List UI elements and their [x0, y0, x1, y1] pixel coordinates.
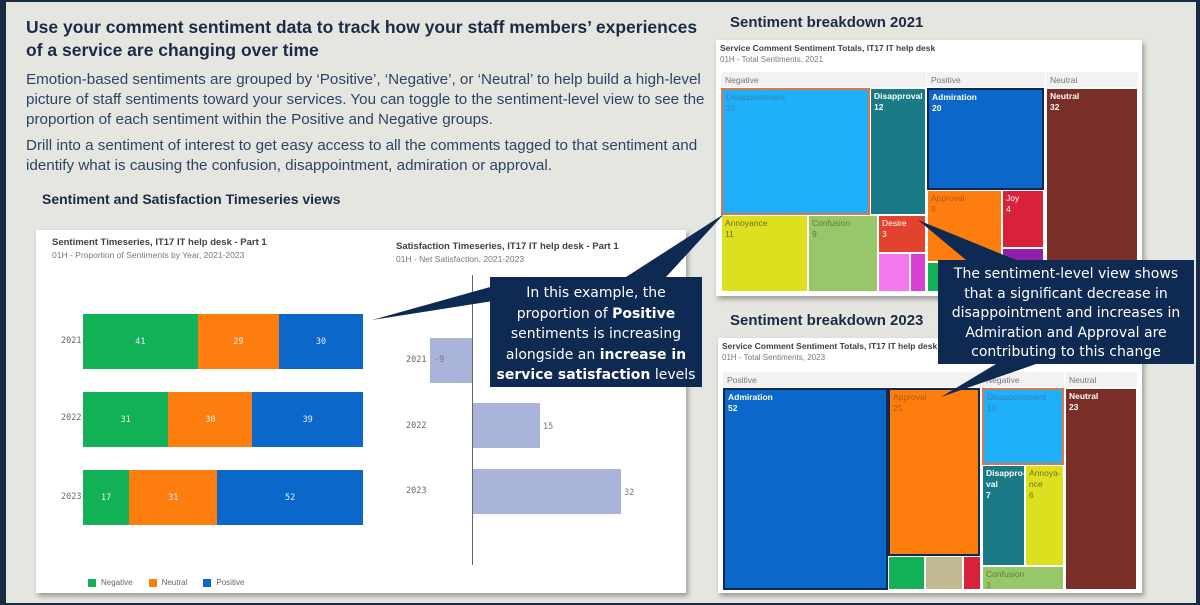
cell-approval[interactable]: Approval 9 — [927, 190, 1002, 262]
intro-paragraph-2: Drill into a sentiment of interest to ge… — [26, 137, 698, 174]
intro-paragraph-1: Emotion-based sentiments are grouped by … — [26, 71, 705, 128]
cell-small-positive[interactable] — [963, 556, 981, 590]
satisfaction-bar-chart[interactable]: 2021 -9 2022 15 2023 32 — [376, 230, 686, 593]
sentiment-chart-subtitle: 01H - Proportion of Sentiments by Year, … — [52, 250, 245, 260]
group-header-positive[interactable]: Positive — [723, 372, 981, 387]
sentiment-chart-title: Sentiment Timeseries, IT17 IT help desk … — [52, 237, 267, 248]
legend-swatch-icon — [203, 578, 212, 587]
treemap-2021-card: Service Comment Sentiment Totals, IT17 I… — [716, 40, 1142, 296]
legend-swatch-icon — [148, 578, 157, 587]
value-label-2022: 15 — [543, 422, 554, 432]
legend-item-negative[interactable]: Negative — [88, 578, 133, 587]
value-label-2021: -9 — [434, 355, 445, 365]
legend-item-neutral[interactable]: Neutral — [148, 578, 187, 587]
segment-neutral[interactable]: 31 — [129, 470, 218, 525]
group-header-negative[interactable]: Negative — [721, 72, 926, 87]
satisfaction-bar-2023[interactable] — [473, 469, 621, 514]
treemap-2023-card: Service Comment Sentiment Totals, IT17 I… — [718, 338, 1142, 593]
group-header-neutral[interactable]: Neutral — [1065, 372, 1137, 387]
timeseries-section-title: Sentiment and Satisfaction Timeseries vi… — [42, 191, 341, 207]
bar-row-2021[interactable]: 41 29 30 — [83, 314, 363, 369]
y-label-2023: 2023 — [406, 486, 427, 496]
satisfaction-chart-subtitle: 01H - Net Satisfaction, 2021-2023 — [396, 254, 525, 264]
cell-disappointment[interactable]: Disappointment 32 — [721, 88, 870, 215]
segment-negative[interactable]: 31 — [83, 392, 169, 447]
segment-negative[interactable]: 41 — [83, 314, 198, 369]
cell-confusion[interactable]: Confusion 9 — [808, 215, 878, 292]
cell-small-negative[interactable] — [878, 253, 910, 292]
cell-desire[interactable]: Desire 3 — [878, 215, 926, 253]
cell-confusion[interactable]: Confusion 3 — [982, 566, 1064, 590]
sentiment-timeseries-header: Sentiment Timeseries, IT17 IT help desk … — [52, 237, 267, 260]
y-label-2021: 2021 — [61, 336, 82, 346]
cell-annoyance[interactable]: Annoyance 11 — [721, 215, 808, 292]
page-headline: Use your comment sentiment data to track… — [26, 17, 698, 60]
breakdown-2021-title: Sentiment breakdown 2021 — [730, 14, 924, 31]
segment-neutral[interactable]: 30 — [168, 392, 253, 447]
bar-row-2023[interactable]: 17 31 52 — [83, 470, 363, 525]
legend-item-positive[interactable]: Positive — [203, 578, 244, 587]
cell-small-negative[interactable] — [910, 253, 926, 292]
callout-sentiment-level: The sentiment-level view shows that a si… — [938, 260, 1194, 364]
satisfaction-timeseries-header: Satisfaction Timeseries, IT17 IT help de… — [396, 241, 619, 264]
treemap-2021-subtitle: 01H - Total Sentiments, 2021 — [720, 55, 824, 64]
sentiment-stacked-bar-chart[interactable]: 2021 41 29 30 2022 31 30 39 2023 17 31 5… — [36, 230, 376, 593]
segment-positive[interactable]: 39 — [252, 392, 363, 447]
cell-admiration[interactable]: Admiration 20 — [927, 88, 1044, 190]
y-label-2022: 2022 — [61, 413, 82, 423]
segment-negative[interactable]: 17 — [83, 470, 130, 525]
cell-neutral[interactable]: Neutral 23 — [1065, 388, 1137, 590]
cell-joy[interactable]: Joy 4 — [1002, 190, 1044, 248]
satisfaction-chart-title: Satisfaction Timeseries, IT17 IT help de… — [396, 241, 619, 252]
satisfaction-bar-2022[interactable] — [473, 403, 540, 448]
cell-small-positive[interactable] — [925, 556, 963, 590]
treemap-2021-header: Service Comment Sentiment Totals, IT17 I… — [720, 43, 935, 64]
cell-neutral[interactable]: Neutral 32 — [1046, 88, 1138, 292]
group-header-neutral[interactable]: Neutral — [1046, 72, 1138, 87]
cell-small-positive[interactable] — [888, 556, 925, 590]
callout-positive-increase: In this example, the proportion of Posit… — [490, 277, 702, 387]
treemap-2023-header: Service Comment Sentiment Totals, IT17 I… — [722, 341, 937, 362]
segment-positive[interactable]: 52 — [217, 470, 363, 525]
segment-neutral[interactable]: 29 — [197, 314, 279, 369]
value-label-2023: 32 — [624, 488, 635, 498]
segment-positive[interactable]: 30 — [278, 314, 363, 369]
y-label-2021: 2021 — [406, 355, 427, 365]
cell-disapproval[interactable]: Disapproval 12 — [870, 88, 926, 215]
cell-disapproval[interactable]: Disappro-val 7 — [982, 465, 1025, 566]
cell-disappointment[interactable]: Disappointment 10 — [982, 388, 1064, 465]
cell-annoyance[interactable]: Annoya-nce 6 — [1025, 465, 1064, 566]
y-label-2022: 2022 — [406, 421, 427, 431]
group-header-negative[interactable]: Negative — [982, 372, 1064, 387]
treemap-2021-title: Service Comment Sentiment Totals, IT17 I… — [720, 43, 936, 53]
chart-legend: Negative Neutral Positive — [88, 578, 244, 587]
cell-admiration[interactable]: Admiration 52 — [723, 388, 888, 590]
legend-swatch-icon — [88, 578, 96, 587]
bar-row-2022[interactable]: 31 30 39 — [83, 392, 363, 447]
breakdown-2023-title: Sentiment breakdown 2023 — [730, 312, 924, 329]
y-label-2023: 2023 — [61, 492, 82, 502]
satisfaction-bar-2021[interactable] — [430, 338, 472, 383]
zero-axis-line — [472, 275, 473, 565]
treemap-2023-subtitle: 01H - Total Sentiments, 2023 — [722, 353, 826, 362]
treemap-2023-title: Service Comment Sentiment Totals, IT17 I… — [722, 341, 938, 351]
cell-approval[interactable]: Approval 25 — [888, 388, 980, 556]
group-header-positive[interactable]: Positive — [927, 72, 1045, 87]
